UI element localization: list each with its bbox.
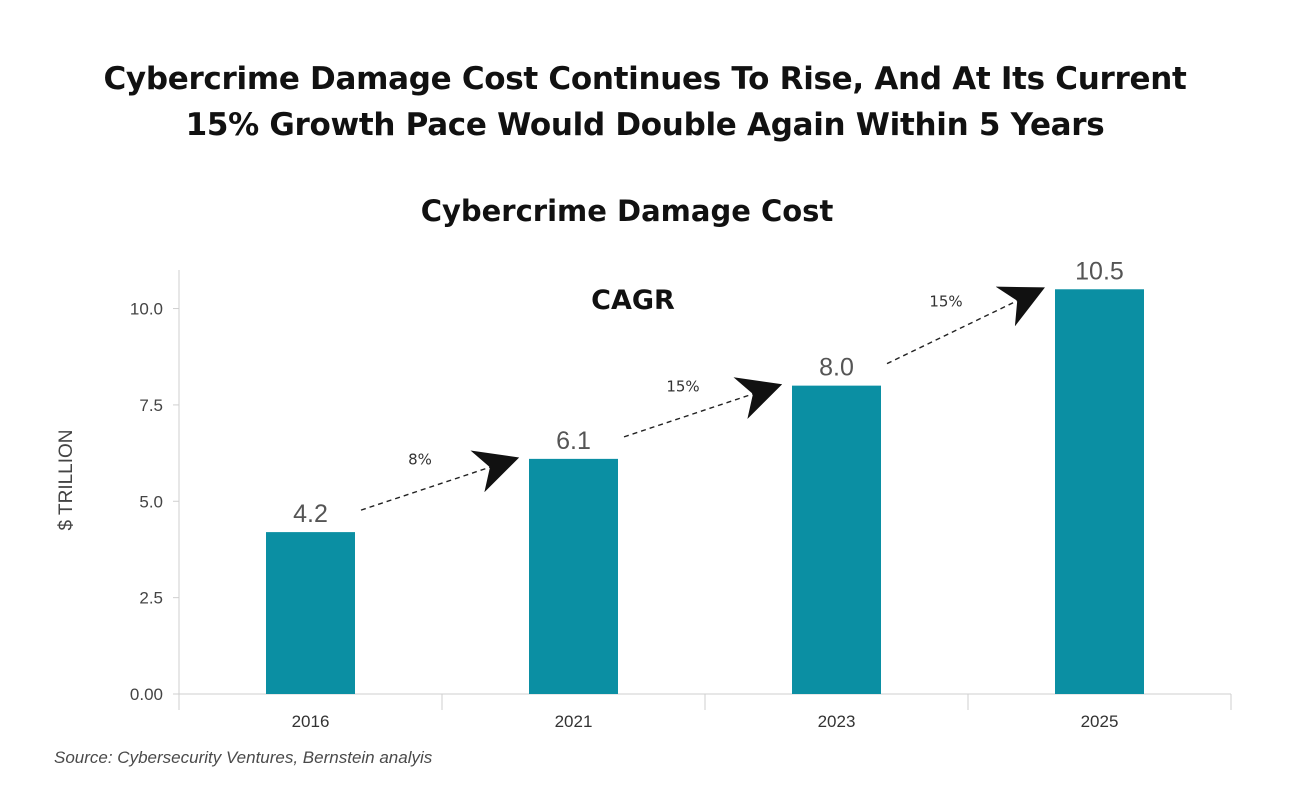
y-tick-label: 7.5	[139, 396, 163, 415]
growth-arrow-2023-2025	[886, 286, 1045, 365]
y-axis-label: $ TRILLION	[56, 429, 77, 530]
value-label-2016: 4.2	[293, 500, 328, 528]
x-tick-label-2025: 2025	[1081, 712, 1119, 731]
growth-arrow-2016-2021	[360, 450, 520, 511]
y-tick-label: 2.5	[139, 589, 163, 608]
y-tick-label: 0.00	[130, 685, 163, 704]
growth-label-2023-2025: 15%	[929, 292, 962, 310]
value-label-2023: 8.0	[819, 354, 854, 382]
chart-title: Cybercrime Damage Cost	[421, 194, 834, 228]
growth-arrows: 8% 15% 15%	[360, 286, 1045, 511]
bar-2021	[529, 458, 618, 694]
y-tick-label: 5.0	[139, 492, 163, 511]
bars: 4.2 2016 6.1 2021 8.0 2023 10.5 2025	[266, 257, 1144, 731]
x-tick-label-2023: 2023	[818, 712, 856, 731]
headline: Cybercrime Damage Cost Continues To Rise…	[0, 56, 1290, 148]
cagr-heading: CAGR	[591, 285, 675, 316]
growth-arrow-2021-2023	[623, 377, 783, 438]
source-note: Source: Cybersecurity Ventures, Bernstei…	[54, 748, 433, 767]
x-tick-label-2016: 2016	[292, 712, 330, 731]
y-tick-label: 10.0	[130, 300, 163, 319]
bar-2025	[1055, 289, 1144, 694]
growth-label-2016-2021: 8%	[408, 450, 432, 468]
value-label-2025: 10.5	[1075, 257, 1124, 285]
bar-2016	[266, 532, 355, 694]
headline-line-1: Cybercrime Damage Cost Continues To Rise…	[103, 61, 1187, 97]
bar-2023	[792, 385, 881, 694]
headline-line-2: 15% Growth Pace Would Double Again Withi…	[185, 107, 1105, 143]
growth-label-2021-2023: 15%	[666, 377, 699, 395]
value-label-2021: 6.1	[556, 427, 591, 455]
x-tick-label-2021: 2021	[555, 712, 593, 731]
axes: 0.00 2.5 5.0 7.5 10.0	[130, 270, 1232, 710]
